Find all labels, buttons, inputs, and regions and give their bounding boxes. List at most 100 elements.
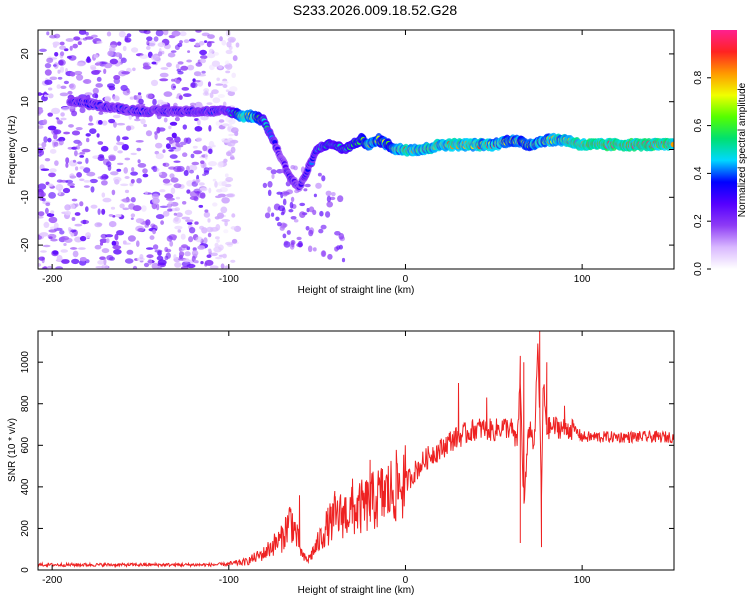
noise-blob [223,158,228,163]
noise-blob [137,163,147,168]
noise-blob [130,171,139,176]
noise-blob [222,253,227,259]
noise-blob [187,64,195,71]
scatter-blob [290,196,295,203]
noise-blob [188,38,196,42]
noise-blob [62,187,71,194]
noise-blob [44,69,52,76]
noise-blob [69,45,73,51]
noise-blob [85,57,92,64]
noise-blob [115,214,122,218]
noise-blob [209,265,219,269]
noise-blob [206,254,212,258]
noise-blob [160,220,165,225]
noise-blob [123,167,128,174]
noise-blob [199,58,206,64]
noise-blob [187,50,191,53]
noise-blob [92,87,99,94]
noise-blob [208,187,212,194]
noise-blob [60,51,65,57]
noise-blob [229,86,238,93]
noise-blob [63,243,67,246]
scatter-blob [318,228,324,234]
noise-blob [113,121,117,128]
noise-blob [106,238,110,244]
noise-blob [50,238,58,242]
noise-blob [63,131,71,135]
noise-blob [110,171,119,176]
snr-xlabel: Height of straight line (km) [298,585,415,596]
noise-blob [164,255,169,261]
noise-blob [201,227,208,234]
noise-blob [75,127,83,131]
noise-blob [231,72,236,79]
noise-blob [206,102,213,105]
noise-blob [225,89,230,92]
chart-title: S233.2026.009.18.52.G28 [293,2,457,18]
noise-blob [57,76,63,80]
noise-blob [132,265,138,269]
spectrogram-x-ticks: -200 -100 0 100 [42,30,591,285]
scatter-blob [282,233,287,239]
noise-blob [181,266,189,269]
noise-blob [50,210,55,214]
noise-blob [48,192,56,199]
noise-blob [49,226,58,230]
noise-blob [203,237,208,244]
noise-blob [173,160,181,163]
noise-blob [38,263,42,267]
noise-blob [116,135,121,142]
noise-blob [69,71,76,77]
noise-blob [142,168,148,174]
noise-blob [68,83,74,89]
noise-blob [218,65,223,69]
noise-blob [141,205,147,212]
noise-blob [184,209,193,216]
noise-blob [65,38,75,42]
snr-panel: -200 -100 0 100 0 200 400 600 800 1000 Height of… [7,330,675,596]
scatter-blob [286,230,291,235]
noise-blob [154,249,163,253]
noise-blob [74,150,78,157]
noise-blob [211,89,219,95]
noise-blob [99,241,104,246]
y-tick-label: -10 [20,190,31,205]
scatter-blob [267,189,272,196]
noise-blob [200,261,204,265]
noise-blob [54,160,59,166]
noise-blob [56,138,63,142]
noise-blob [56,84,61,89]
noise-blob [53,129,62,135]
noise-blob [174,225,183,230]
noise-blob [204,153,208,160]
noise-blob [87,122,94,126]
noise-blob [113,249,122,255]
scatter-blob [325,211,331,218]
colorbar-tick-label: 0.2 [693,214,704,228]
noise-blob [222,123,230,127]
noise-blob [77,41,82,46]
noise-blob [225,241,234,246]
noise-blob [89,128,97,135]
colorbar-tick-label: 0.6 [693,118,704,132]
noise-blob [88,115,93,122]
noise-blob [126,249,134,255]
scatter-blob [304,183,311,188]
noise-blob [97,120,103,125]
noise-blob [109,58,118,65]
noise-blob [55,117,59,120]
noise-blob [162,178,171,184]
noise-blob [136,240,140,247]
noise-blob [137,103,146,107]
noise-blob [218,244,224,251]
noise-blob [46,213,55,217]
noise-blob [106,31,112,37]
noise-blob [156,126,161,134]
noise-blob [168,201,173,205]
noise-blob [130,213,136,218]
noise-blob [56,118,61,125]
noise-blob [218,119,225,123]
noise-blob [170,187,176,195]
noise-blob [48,87,53,91]
